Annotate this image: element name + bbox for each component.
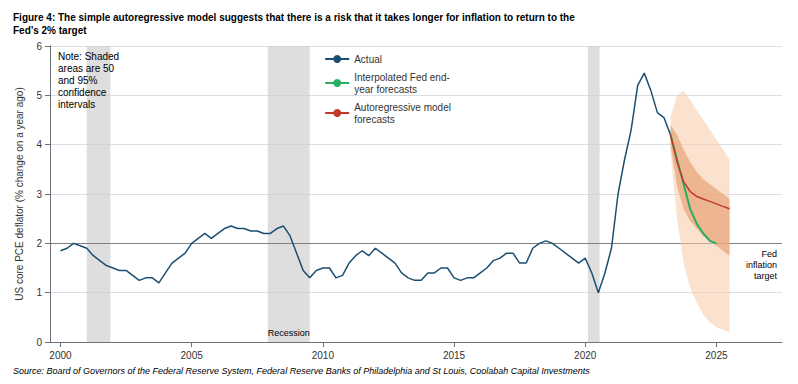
svg-text:intervals: intervals bbox=[58, 99, 95, 110]
svg-text:and 95%: and 95% bbox=[58, 75, 98, 86]
svg-text:US core PCE deflator (% change: US core PCE deflator (% change on a year… bbox=[14, 87, 25, 300]
svg-text:6: 6 bbox=[36, 41, 42, 52]
svg-text:inflation: inflation bbox=[746, 260, 777, 270]
svg-text:0: 0 bbox=[36, 337, 42, 348]
svg-text:Autoregressive model: Autoregressive model bbox=[354, 102, 451, 113]
svg-text:Actual: Actual bbox=[354, 54, 382, 65]
svg-text:2010: 2010 bbox=[312, 350, 335, 361]
svg-text:areas are 50: areas are 50 bbox=[58, 63, 115, 74]
svg-text:1: 1 bbox=[36, 287, 42, 298]
svg-text:5: 5 bbox=[36, 90, 42, 101]
svg-text:4: 4 bbox=[36, 139, 42, 150]
svg-text:2020: 2020 bbox=[574, 350, 597, 361]
svg-text:Recession: Recession bbox=[268, 328, 310, 338]
svg-text:3: 3 bbox=[36, 189, 42, 200]
svg-text:confidence: confidence bbox=[58, 87, 107, 98]
svg-text:forecasts: forecasts bbox=[354, 114, 395, 125]
svg-text:2025: 2025 bbox=[705, 350, 728, 361]
svg-text:year forecasts: year forecasts bbox=[354, 84, 417, 95]
svg-text:Fed’s 2% target: Fed’s 2% target bbox=[13, 25, 87, 36]
svg-text:Note: Shaded: Note: Shaded bbox=[58, 51, 119, 62]
svg-text:Figure 4: The simple autoregre: Figure 4: The simple autoregressive mode… bbox=[13, 12, 575, 23]
svg-text:Interpolated Fed end-: Interpolated Fed end- bbox=[354, 72, 450, 83]
svg-text:Source: Board of Governors of: Source: Board of Governors of the Federa… bbox=[13, 366, 590, 376]
svg-text:target: target bbox=[754, 271, 778, 281]
svg-text:2015: 2015 bbox=[443, 350, 466, 361]
svg-text:2: 2 bbox=[36, 238, 42, 249]
svg-text:2000: 2000 bbox=[49, 350, 72, 361]
svg-text:Fed: Fed bbox=[761, 249, 777, 259]
svg-text:2005: 2005 bbox=[181, 350, 204, 361]
